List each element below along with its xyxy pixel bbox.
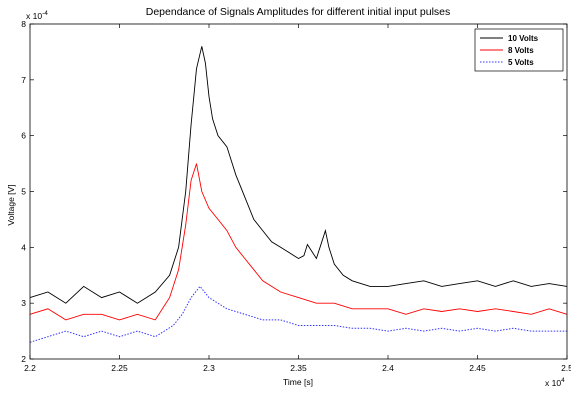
y-axis-exponent: x 10-4 [26,10,48,21]
x-tick-label: 2.45 [469,363,486,373]
y-axis-exponent-base: x 10 [26,11,42,21]
y-tick-label: 8 [21,19,26,29]
series-line-3 [29,285,567,343]
legend-label: 5 Volts [508,58,534,67]
x-tick-label: 2.35 [290,363,307,373]
x-axis-exponent: x 104 [545,377,565,388]
x-axis-exponent-power: 4 [561,377,565,384]
x-tick-label: 2.3 [203,363,215,373]
x-axis-exponent-base: x 10 [545,378,561,388]
y-tick-label: 6 [21,131,26,141]
legend: 10 Volts 8 Volts 5 Volts [474,28,564,72]
y-tick-label: 7 [21,75,26,85]
plot-frame [29,23,568,360]
y-tick-label: 5 [21,187,26,197]
x-tick-label: 2.4 [382,363,394,373]
x-tick-label: 2.25 [111,363,128,373]
x-tick-label: 2.5 [561,363,571,373]
legend-label: 10 Volts [508,34,539,43]
axis-ticks: 2.2 2.25 2.3 2.35 2.4 2.45 2.5 2 3 4 5 6 7 8 [21,19,571,373]
chart-title: Dependance of Signals Amplitudes for dif… [146,6,451,18]
plot-area [29,46,568,343]
x-axis-label: Time [s] [283,377,313,387]
y-tick-label: 4 [21,242,26,252]
legend-label: 8 Volts [508,46,534,55]
series-line-2 [29,163,568,321]
y-tick-label: 2 [21,354,26,364]
y-tick-label: 3 [21,298,26,308]
y-axis-label: Voltage [V] [6,184,16,225]
series-line-1 [29,46,568,304]
x-tick-label: 2.2 [24,363,36,373]
y-axis-exponent-power: -4 [42,10,48,17]
